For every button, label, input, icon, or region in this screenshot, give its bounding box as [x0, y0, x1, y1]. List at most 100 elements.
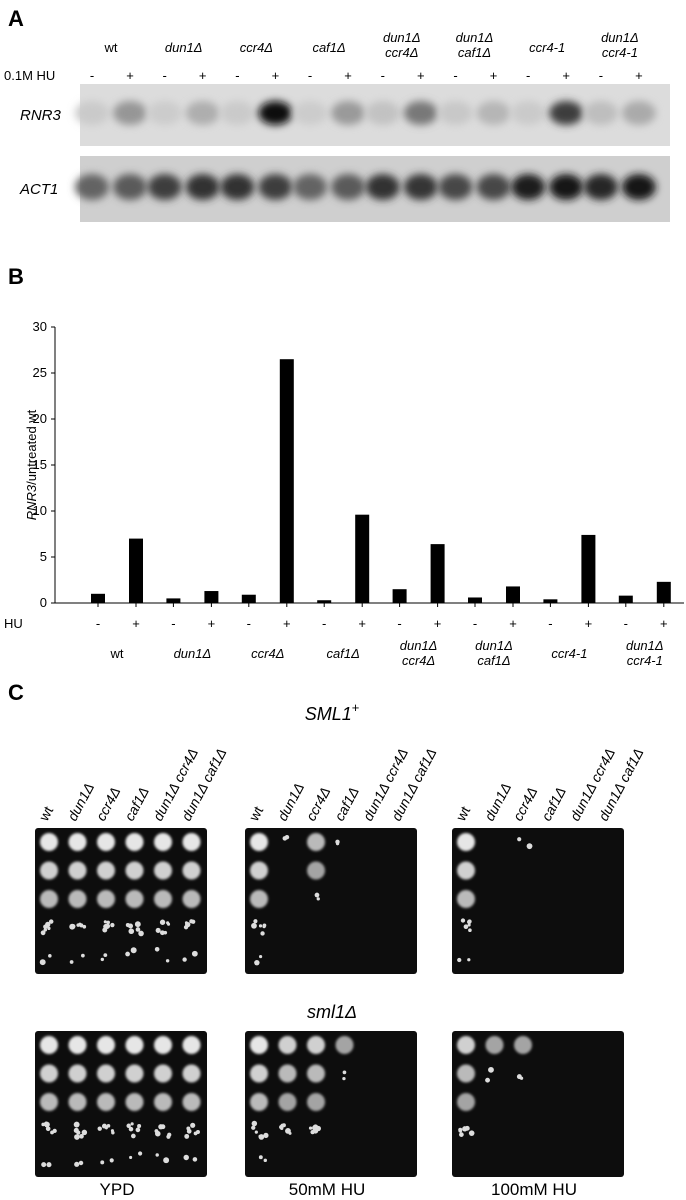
colony [457, 957, 462, 963]
colony [127, 923, 134, 929]
colony-spot [154, 1093, 172, 1111]
colony [519, 1076, 524, 1080]
colony [154, 1129, 159, 1133]
colony-spot [182, 833, 201, 851]
x-tick-label: + [434, 616, 442, 631]
colony [79, 1133, 84, 1139]
colony [263, 1158, 267, 1163]
colony [251, 1125, 256, 1130]
colony-spot [154, 861, 172, 880]
colony [468, 928, 472, 933]
colony [110, 922, 115, 928]
strain-label: dun1Δ [456, 30, 494, 45]
colony [76, 1130, 81, 1135]
colony-spot [514, 1036, 532, 1054]
colony-spot [182, 1064, 201, 1083]
colony [39, 959, 46, 966]
blot-band [621, 174, 656, 200]
bar [279, 359, 294, 603]
strain-label: ccr4Δ [240, 40, 273, 55]
y-tick-label: 20 [33, 411, 47, 426]
bar [241, 594, 256, 603]
colony [106, 920, 110, 925]
y-label-part: /untreated wt [24, 409, 39, 485]
blot-band [331, 101, 366, 125]
blot-band [403, 101, 438, 125]
bar [355, 514, 370, 603]
bar [506, 586, 520, 603]
colony-spot [182, 861, 201, 880]
colony-spot [457, 1064, 475, 1083]
group-label: caf1Δ [477, 653, 510, 668]
blot-band [331, 174, 366, 200]
plate-row-title: SML1+ [305, 700, 360, 724]
x-tick-label: + [208, 616, 216, 631]
blot-row-label: RNR3 [20, 107, 61, 124]
colony [129, 1155, 133, 1160]
colony-spot [125, 890, 144, 908]
colony [137, 1151, 143, 1156]
colony [314, 892, 320, 898]
blot-band [365, 174, 400, 200]
colony [195, 1130, 200, 1135]
colony-spot [97, 1064, 115, 1083]
x-row-label: HU [4, 616, 23, 631]
bar [317, 600, 332, 603]
colony [251, 922, 257, 929]
colony-spot [40, 1036, 58, 1054]
blot-band [147, 174, 182, 200]
colony [128, 928, 135, 935]
lane-label: - [235, 68, 239, 83]
lane-label: - [599, 68, 603, 83]
x-tick-label: - [624, 616, 628, 631]
group-label: ccr4Δ [402, 653, 435, 668]
colony [46, 1162, 52, 1168]
colony-spot [125, 1064, 144, 1083]
colony [285, 1127, 291, 1134]
blot-band [583, 101, 618, 125]
colony [103, 920, 107, 924]
colony-spot [68, 890, 87, 908]
blot-band [293, 174, 328, 200]
lane-label: + [417, 68, 425, 83]
blot-band [549, 174, 584, 200]
x-tick-label: - [548, 616, 552, 631]
strain-label: wt [35, 803, 56, 824]
colony-spot [457, 833, 475, 851]
y-axis-label: RNR3/untreated wt [24, 409, 39, 520]
colony-spot [40, 861, 58, 880]
colony [135, 1127, 141, 1133]
panel-label: B [8, 264, 24, 289]
colony [160, 1124, 166, 1130]
blot-band [403, 174, 438, 200]
lane-label: - [163, 68, 167, 83]
bar [581, 534, 596, 603]
colony-spot [278, 1093, 297, 1111]
group-label: dun1Δ [475, 638, 513, 653]
y-tick-label: 5 [40, 549, 47, 564]
blot-band [438, 174, 473, 200]
colony [103, 953, 108, 958]
colony [517, 837, 522, 842]
colony [81, 1129, 88, 1136]
colony-spot [97, 1093, 115, 1111]
colony [282, 836, 288, 841]
strain-label: ccr4-1 [602, 45, 638, 60]
colony [463, 924, 469, 930]
colony [103, 923, 109, 930]
colony [467, 923, 471, 927]
title-text: SML1 [305, 704, 352, 724]
x-tick-label: + [585, 616, 593, 631]
strain-label: caf1Δ [312, 40, 345, 55]
colony-spot [182, 1036, 201, 1054]
colony [259, 954, 263, 959]
colony [100, 957, 105, 962]
lane-label: - [308, 68, 312, 83]
x-tick-label: - [247, 616, 251, 631]
colony [163, 1157, 170, 1164]
colony-spot [154, 833, 172, 851]
colony-spot [68, 1064, 87, 1083]
colony-spot [250, 1036, 268, 1054]
colony-spot [457, 1036, 475, 1054]
